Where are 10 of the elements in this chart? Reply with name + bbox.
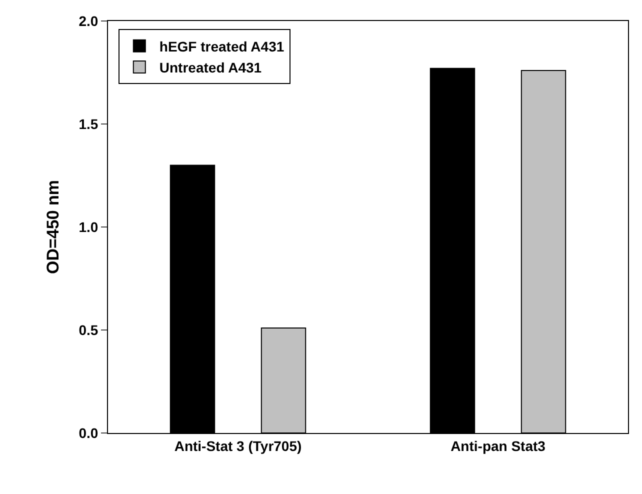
y-tick-label: 0.0	[78, 424, 98, 441]
legend-label: hEGF treated A431	[159, 38, 284, 54]
y-tick-label: 0.5	[78, 322, 98, 338]
legend-label: Untreated A431	[159, 60, 262, 76]
y-tick-label: 2.0	[78, 12, 98, 29]
y-axis-title: OD=450 nm	[43, 180, 62, 274]
y-tick-label: 1.0	[78, 218, 98, 235]
x-tick-label: Anti-Stat 3 (Tyr705)	[174, 438, 302, 454]
y-tick-label: 1.5	[78, 116, 98, 132]
x-tick-label: Anti-pan Stat3	[450, 438, 546, 454]
